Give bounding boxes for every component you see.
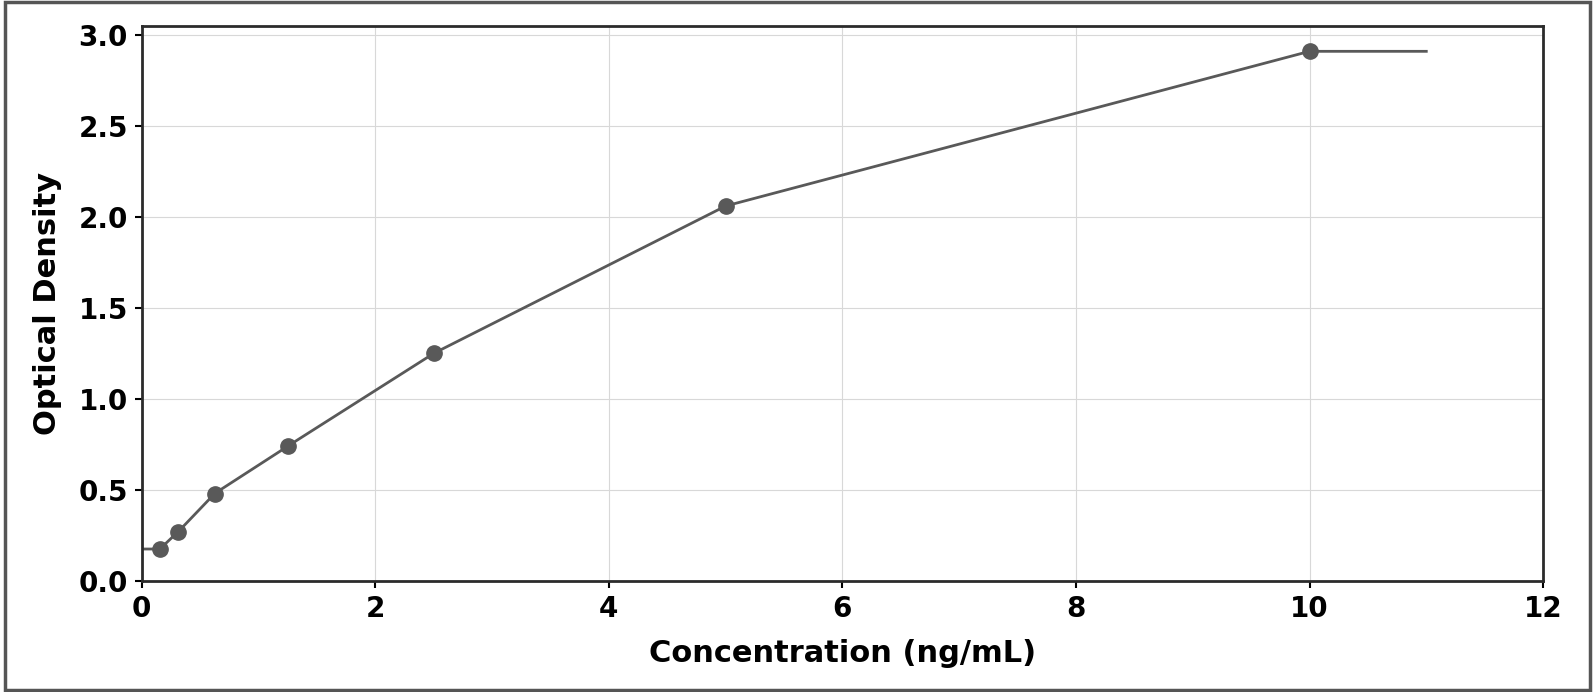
Point bbox=[421, 348, 447, 359]
Point bbox=[166, 526, 191, 537]
Y-axis label: Optical Density: Optical Density bbox=[32, 172, 62, 435]
Point bbox=[274, 441, 300, 452]
Point bbox=[713, 201, 738, 212]
Point bbox=[1297, 46, 1322, 57]
X-axis label: Concentration (ng/mL): Concentration (ng/mL) bbox=[649, 639, 1035, 668]
Point bbox=[203, 488, 228, 499]
Point bbox=[147, 543, 172, 554]
